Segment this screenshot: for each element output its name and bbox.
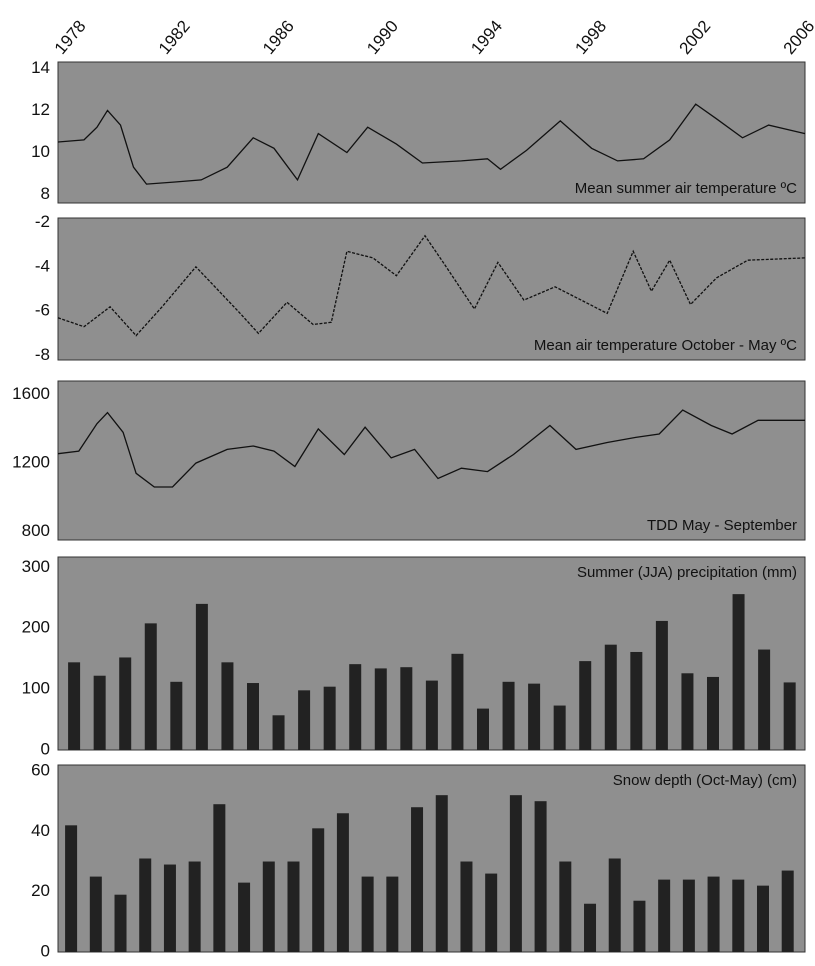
bar: [559, 861, 572, 952]
bar: [411, 807, 424, 952]
bar: [630, 651, 643, 750]
y-tick-label: 0: [41, 941, 50, 960]
line: [57, 234, 806, 337]
bar: [170, 681, 183, 750]
line: [57, 409, 805, 488]
bar: [336, 813, 349, 952]
bar: [707, 876, 720, 952]
bar: [221, 662, 234, 750]
x-tick-label: 1982: [155, 17, 194, 58]
bar: [65, 825, 78, 952]
bar: [781, 870, 794, 952]
bar: [460, 861, 473, 952]
y-tick-label: 200: [22, 618, 50, 637]
panel-title: Snow depth (Oct-May) (cm): [613, 772, 797, 789]
panel-title: Summer (JJA) precipitation (mm): [577, 564, 797, 581]
bar: [246, 683, 259, 750]
y-tick-label: -8: [35, 345, 50, 364]
panel-background: [57, 380, 806, 541]
panel-background: [57, 61, 806, 204]
y-tick-label: 0: [41, 739, 50, 758]
bar: [361, 876, 374, 952]
x-tick-label: 1990: [363, 17, 402, 58]
y-tick-label: 40: [31, 821, 50, 840]
y-tick-label: 12: [31, 100, 50, 119]
bar: [163, 864, 176, 952]
y-tick-label: 1200: [12, 453, 50, 472]
x-tick-label: 1978: [51, 17, 90, 58]
bar: [93, 675, 106, 750]
bar: [502, 681, 515, 750]
x-tick-label: 1994: [467, 17, 506, 58]
y-tick-label: 20: [31, 881, 50, 900]
bar: [425, 680, 438, 750]
bar: [374, 668, 387, 750]
bar: [732, 594, 745, 750]
y-tick-label: 1600: [12, 384, 50, 403]
y-tick-label: -4: [35, 256, 50, 275]
bar: [139, 858, 152, 952]
bar: [608, 858, 621, 952]
bar: [89, 876, 102, 952]
bar: [238, 882, 251, 952]
bar: [188, 861, 201, 952]
y-tick-label: -2: [35, 212, 50, 231]
bar: [323, 686, 336, 750]
bar: [114, 894, 127, 952]
bar: [553, 705, 566, 750]
bar: [451, 653, 464, 750]
line: [57, 103, 806, 185]
bar: [783, 682, 796, 750]
bar: [485, 873, 498, 952]
bar: [681, 673, 694, 750]
bar: [144, 623, 157, 750]
panel-title: TDD May - September: [647, 517, 797, 534]
bar: [633, 900, 646, 952]
y-tick-label: 100: [22, 679, 50, 698]
panel-background: [57, 764, 806, 953]
x-tick-label: 1986: [259, 17, 298, 58]
bar: [604, 644, 617, 750]
panel-title: Mean summer air temperature ºC: [575, 180, 797, 197]
bar: [706, 676, 719, 750]
bar: [349, 664, 362, 750]
bar: [476, 708, 489, 750]
panel-title: Mean air temperature October - May ºC: [534, 337, 797, 354]
bar: [682, 879, 695, 952]
bar: [287, 861, 300, 952]
bar: [272, 715, 285, 750]
bar: [534, 801, 547, 952]
bar: [579, 661, 592, 750]
bar: [658, 879, 671, 952]
y-tick-label: -6: [35, 301, 50, 320]
bar: [213, 804, 226, 952]
bar: [756, 885, 769, 952]
x-tick-label: 2002: [675, 17, 714, 58]
bar: [758, 649, 771, 750]
bar: [528, 683, 541, 750]
bar: [195, 603, 208, 750]
y-tick-label: 800: [22, 521, 50, 540]
y-tick-label: 10: [31, 142, 50, 161]
x-tick-label: 2006: [780, 17, 815, 58]
bar: [655, 620, 668, 750]
y-tick-label: 300: [22, 557, 50, 576]
bar: [298, 690, 311, 750]
y-tick-label: 60: [31, 761, 50, 780]
bar: [262, 861, 275, 952]
bar: [509, 795, 522, 952]
y-tick-label: 8: [41, 184, 50, 203]
bar: [584, 903, 597, 952]
bar: [435, 795, 448, 952]
panel-background: [57, 217, 806, 361]
bar: [312, 828, 325, 952]
x-tick-label: 1998: [571, 17, 610, 58]
bar: [119, 657, 132, 750]
bar: [386, 876, 399, 952]
bar: [400, 667, 413, 750]
y-tick-label: 14: [31, 58, 50, 77]
bar: [68, 662, 81, 750]
bar: [732, 879, 745, 952]
